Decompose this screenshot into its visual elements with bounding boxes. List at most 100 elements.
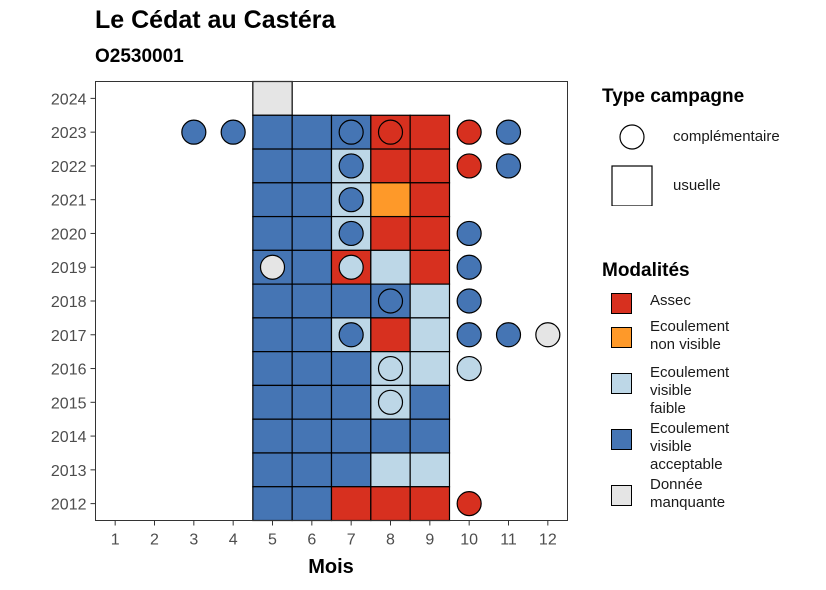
point-2017-12 bbox=[535, 322, 561, 348]
point-2019-10 bbox=[456, 254, 482, 280]
tile-2013-6 bbox=[291, 452, 333, 488]
legend-type-label-usuelle: usuelle bbox=[673, 177, 721, 194]
tile-2023-6 bbox=[291, 114, 333, 150]
tile-2014-7 bbox=[330, 418, 372, 454]
complementaire-points bbox=[181, 119, 561, 517]
y-tick-label: 2017 bbox=[51, 328, 87, 345]
legend-mod-label: Ecoulement visible acceptable bbox=[650, 420, 730, 473]
x-axis: 1 2 3 4 5 6 7 8 9 10 11 12 bbox=[111, 520, 557, 549]
tile-2016-9 bbox=[409, 351, 451, 387]
point-2017-7 bbox=[338, 322, 364, 348]
tile-2014-5 bbox=[252, 418, 293, 454]
tile-2024-5 bbox=[252, 80, 293, 116]
y-tick-label: 2022 bbox=[51, 159, 87, 176]
y-axis: 2012 2013 2014 2015 2016 2017 2018 2019 2020 2021… bbox=[51, 91, 96, 514]
tile-2020-5 bbox=[252, 215, 293, 251]
y-tick-label: 2020 bbox=[51, 226, 87, 243]
tile-2013-9 bbox=[409, 452, 451, 488]
x-tick-label: 1 bbox=[111, 532, 120, 549]
y-tick-label: 2019 bbox=[51, 260, 87, 277]
point-2022-7 bbox=[338, 153, 364, 179]
tile-2022-8 bbox=[370, 148, 411, 184]
legend-swatch bbox=[611, 485, 632, 506]
legend-type-campagne: Type campagne complémentaire usuelle bbox=[602, 86, 812, 206]
point-2017-10 bbox=[456, 322, 482, 348]
tile-2018-7 bbox=[330, 283, 372, 319]
legend-mod-label: Assec bbox=[650, 292, 691, 309]
tile-2023-9 bbox=[409, 114, 451, 150]
tile-2021-9 bbox=[409, 182, 451, 218]
chart-title: Le Cédat au Castéra bbox=[95, 6, 336, 34]
tile-2017-5 bbox=[252, 317, 293, 353]
tile-2020-8 bbox=[370, 215, 411, 251]
legend-square-key bbox=[611, 165, 653, 206]
y-tick-label: 2018 bbox=[51, 294, 87, 311]
legend-mod-label: Donnée manquante bbox=[650, 476, 726, 511]
point-2023-7 bbox=[338, 119, 364, 145]
y-tick-label: 2014 bbox=[51, 429, 87, 446]
x-tick-label: 3 bbox=[189, 532, 198, 549]
tile-2012-8 bbox=[370, 486, 411, 522]
y-tick-label: 2015 bbox=[51, 395, 87, 412]
point-2018-10 bbox=[456, 288, 482, 314]
tile-2020-6 bbox=[291, 215, 333, 251]
legend-modalites: Modalités Assec Ecoulement non visible Ecou… bbox=[602, 260, 812, 550]
tile-2019-9 bbox=[409, 249, 451, 285]
x-tick-label: 10 bbox=[460, 532, 478, 549]
point-2018-8 bbox=[377, 288, 404, 314]
tile-2021-5 bbox=[252, 182, 293, 218]
point-2023-3 bbox=[181, 119, 207, 145]
legend-circle-key bbox=[619, 124, 645, 150]
point-2020-10 bbox=[456, 220, 482, 247]
legend-type-title: Type campagne bbox=[602, 86, 745, 107]
tile-2015-9 bbox=[409, 384, 451, 420]
point-2022-10 bbox=[456, 153, 482, 179]
tile-2019-6 bbox=[291, 249, 333, 285]
tile-2023-5 bbox=[252, 114, 293, 150]
legend-type-label-complementaire: complémentaire bbox=[673, 128, 780, 145]
tile-2012-7 bbox=[330, 486, 372, 522]
tile-2021-6 bbox=[291, 182, 333, 218]
tile-2017-9 bbox=[409, 317, 451, 353]
tile-2012-5 bbox=[252, 486, 293, 522]
point-2021-7 bbox=[338, 187, 364, 213]
chart-subtitle: O2530001 bbox=[95, 46, 184, 67]
tile-2015-6 bbox=[291, 384, 333, 420]
y-tick-label: 2023 bbox=[51, 125, 87, 142]
x-tick-label: 12 bbox=[539, 532, 557, 549]
y-tick-label: 2013 bbox=[51, 463, 87, 480]
tile-2019-8 bbox=[370, 249, 411, 285]
usuelle-tiles bbox=[252, 80, 451, 522]
legend-mod-label: Ecoulement non visible bbox=[650, 318, 730, 353]
tile-2014-6 bbox=[291, 418, 333, 454]
tile-2022-5 bbox=[252, 148, 293, 184]
x-tick-label: 7 bbox=[347, 532, 356, 549]
tile-2014-9 bbox=[409, 418, 451, 454]
tile-2015-7 bbox=[330, 384, 372, 420]
point-2019-5 bbox=[259, 254, 286, 280]
x-tick-label: 2 bbox=[150, 532, 159, 549]
tile-2013-8 bbox=[370, 452, 411, 488]
tile-2012-9 bbox=[409, 486, 451, 522]
tile-2013-5 bbox=[252, 452, 293, 488]
legend-mod-title: Modalités bbox=[602, 260, 690, 281]
tile-2022-6 bbox=[291, 148, 333, 184]
point-2023-4 bbox=[220, 119, 246, 145]
tile-2017-8 bbox=[370, 317, 411, 353]
point-2020-7 bbox=[338, 220, 364, 247]
legend-swatch bbox=[611, 293, 632, 314]
point-2015-8 bbox=[377, 389, 404, 415]
tile-2021-8 bbox=[370, 182, 411, 218]
tile-2018-6 bbox=[291, 283, 333, 319]
x-tick-label: 8 bbox=[386, 532, 395, 549]
tile-2016-6 bbox=[291, 351, 333, 387]
point-2023-10 bbox=[456, 119, 482, 145]
x-tick-label: 6 bbox=[307, 532, 316, 549]
tile-2016-7 bbox=[330, 351, 372, 387]
y-tick-label: 2012 bbox=[51, 497, 87, 514]
point-2012-10 bbox=[456, 491, 482, 517]
tile-2013-7 bbox=[330, 452, 372, 488]
legend-type-keys bbox=[611, 124, 653, 206]
x-axis-title: Mois bbox=[308, 556, 354, 578]
y-tick-label: 2021 bbox=[51, 193, 87, 210]
